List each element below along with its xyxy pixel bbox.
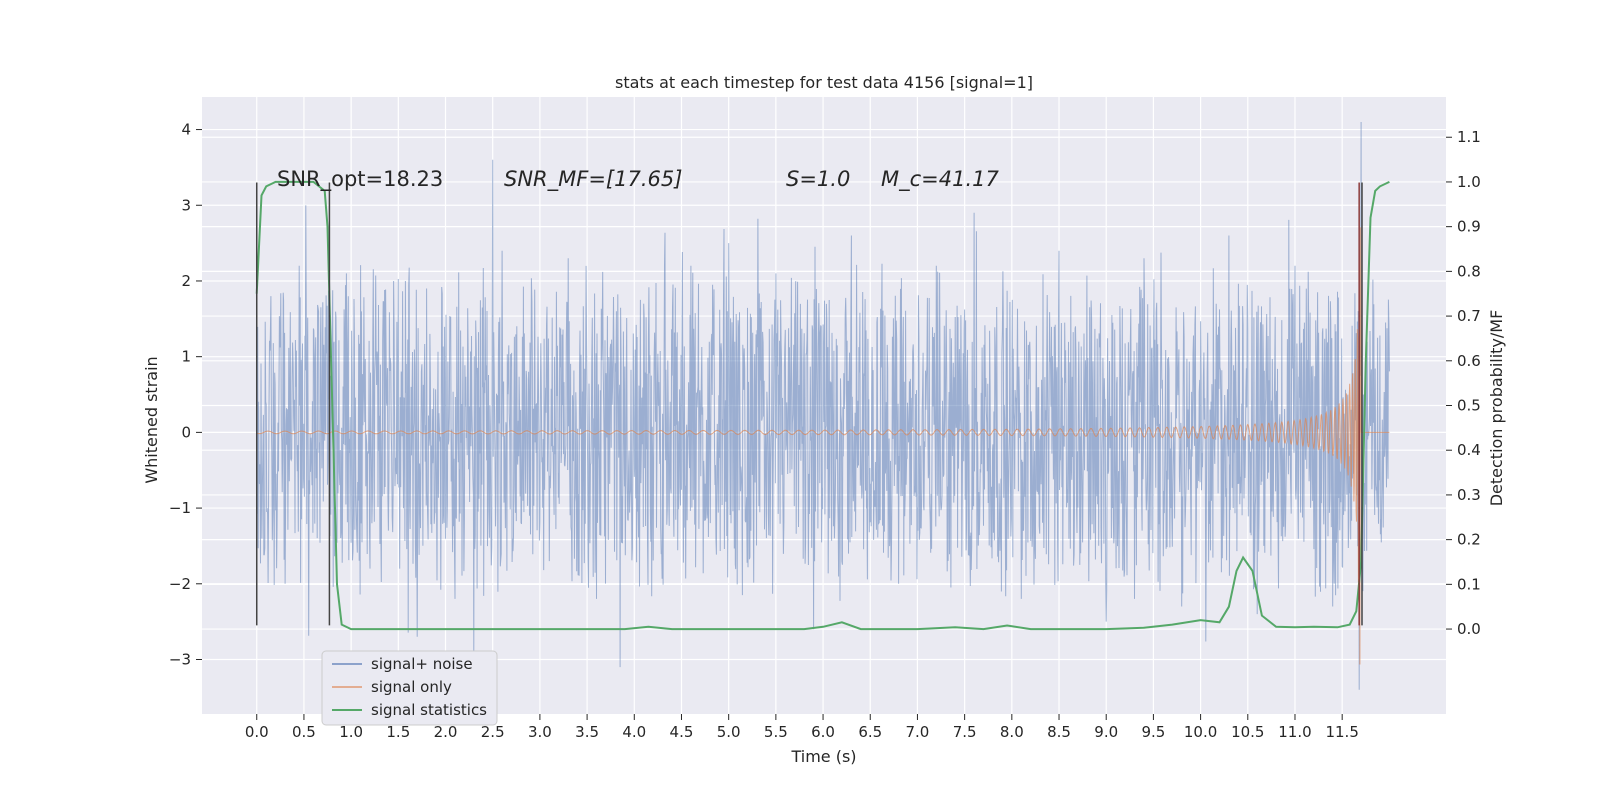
y-tick-label: −1 [169, 499, 191, 517]
x-tick-label: 1.0 [339, 723, 363, 741]
x-tick-label: 10.5 [1231, 723, 1264, 741]
x-tick-label: 9.0 [1094, 723, 1118, 741]
x-tick-label: 7.5 [953, 723, 977, 741]
legend-label-signal-noise: signal+ noise [371, 655, 473, 673]
y2-tick-label: 0.5 [1457, 397, 1481, 415]
y2-axis-label: Detection probability/MF [1487, 310, 1506, 507]
x-tick-label: 8.0 [1000, 723, 1024, 741]
y2-tick-label: 0.9 [1457, 218, 1481, 236]
vertical-markers [255, 182, 1363, 626]
y2-tick-label: 0.2 [1457, 531, 1481, 549]
x-tick-label: 5.5 [764, 723, 788, 741]
legend-label-signal-statistics: signal statistics [371, 701, 487, 719]
series-signal-only [256, 227, 1390, 665]
y-tick-label: 2 [181, 272, 191, 290]
x-tick-label: 7.0 [906, 723, 930, 741]
annotations: SNR_opt=18.23 SNR_MF=[17.65] S=1.0 M_c=4… [277, 167, 1000, 192]
x-tick-label: 10.0 [1184, 723, 1217, 741]
x-tick-label: 3.0 [528, 723, 552, 741]
annotation-mc: M_c=41.17 [881, 167, 1000, 192]
y2-tick-label: 0.3 [1457, 486, 1481, 504]
legend: signal+ noise signal only signal statist… [321, 650, 498, 726]
y2-tick-label: 0.6 [1457, 352, 1481, 370]
x-tick-label: 3.5 [575, 723, 599, 741]
y2-tick-label: 0.4 [1457, 441, 1481, 459]
x-axis-label: Time (s) [790, 747, 856, 766]
legend-box [321, 650, 498, 726]
y2-tick-label: 1.1 [1457, 128, 1481, 146]
annotation-s: S=1.0 [786, 167, 850, 191]
chart-title: stats at each timestep for test data 415… [615, 73, 1033, 92]
x-tick-label: 4.0 [622, 723, 646, 741]
x-tick-label: 11.5 [1325, 723, 1358, 741]
y2-tick-label: 1.0 [1457, 173, 1481, 191]
y-tick-label: 3 [181, 196, 191, 214]
y2-tick-label: 0.7 [1457, 307, 1481, 325]
y-tick-label: −2 [169, 575, 191, 593]
x-tick-label: 2.5 [481, 723, 505, 741]
x-tick-label: 4.5 [670, 723, 694, 741]
x-tick-label: 9.5 [1141, 723, 1165, 741]
series-signal-noise [256, 121, 1390, 690]
annotation-snr-mf: SNR_MF=[17.65] [504, 167, 682, 192]
x-tick-label: 0.0 [245, 723, 269, 741]
axis-ticks: 0.0 0.5 1.0 1.5 2.0 2.5 3.0 3.5 4.0 4.5 5.0 5.5 6.0 6… [169, 121, 1481, 741]
x-tick-label: 6.5 [858, 723, 882, 741]
legend-label-signal-only: signal only [371, 678, 452, 696]
y2-tick-label: 0.0 [1457, 620, 1481, 638]
y-axis-label: Whitened strain [142, 356, 161, 483]
y2-tick-label: 0.8 [1457, 262, 1481, 280]
x-tick-label: 8.5 [1047, 723, 1071, 741]
x-tick-label: 0.5 [292, 723, 316, 741]
y-tick-label: 1 [181, 348, 191, 366]
x-tick-label: 2.0 [434, 723, 458, 741]
annotation-snr-opt: SNR_opt=18.23 [277, 167, 443, 192]
y-tick-label: 4 [181, 121, 191, 139]
x-tick-label: 5.0 [717, 723, 741, 741]
x-tick-label: 6.0 [811, 723, 835, 741]
x-tick-label: 11.0 [1278, 723, 1311, 741]
y-tick-label: 0 [181, 423, 191, 441]
y2-tick-label: 0.1 [1457, 575, 1481, 593]
y-tick-label: −3 [169, 650, 191, 668]
x-tick-label: 1.5 [386, 723, 410, 741]
series-signal-statistics [255, 180, 1390, 631]
plot-data [255, 121, 1390, 690]
